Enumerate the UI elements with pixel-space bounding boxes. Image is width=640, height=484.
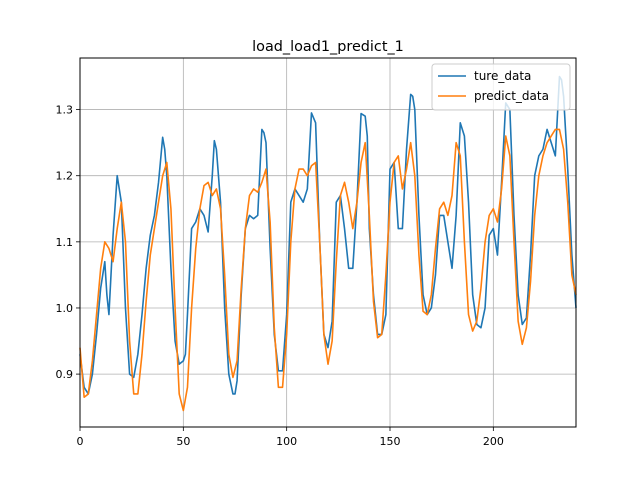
x-tick-label: 50 (176, 435, 190, 448)
y-tick-label: 1.3 (56, 104, 74, 117)
x-axis-ticks: 0 50 100 150 200 (77, 427, 504, 448)
legend: ture_data predict_data (431, 63, 571, 111)
chart-title: load_load1_predict_1 (252, 39, 404, 55)
y-tick-label: 1.2 (56, 170, 74, 183)
y-axis-ticks: 0.9 1.0 1.1 1.2 1.3 (56, 104, 80, 381)
x-tick-label: 100 (276, 435, 297, 448)
legend-box (431, 63, 571, 111)
legend-label: predict_data (474, 89, 549, 103)
y-tick-label: 0.9 (56, 368, 74, 381)
y-tick-label: 1.1 (56, 236, 74, 249)
legend-label: ture_data (474, 69, 531, 83)
x-tick-label: 200 (483, 435, 504, 448)
series-line-predict-data (79, 128, 577, 412)
plot-frame (79, 57, 577, 428)
series-layer (79, 75, 577, 412)
x-tick-label: 150 (380, 435, 401, 448)
y-tick-label: 1.0 (56, 302, 74, 315)
x-tick-label: 0 (77, 435, 84, 448)
